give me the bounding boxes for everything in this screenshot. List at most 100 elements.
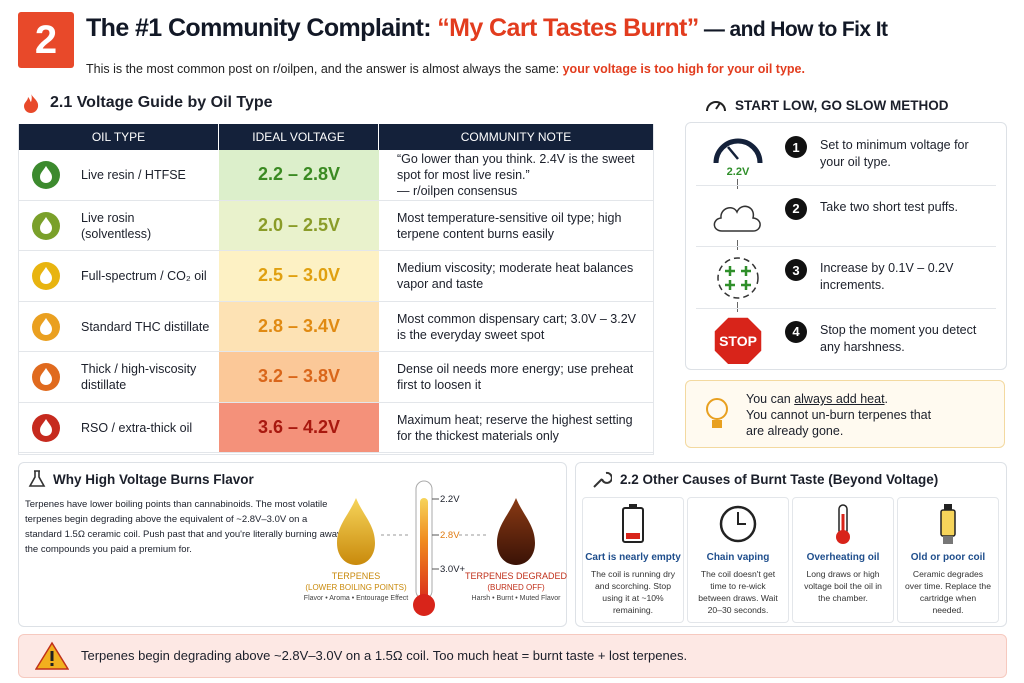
thermometer-bulb xyxy=(413,594,435,616)
oil-icon xyxy=(32,211,60,240)
oil-type: Thick / high-viscosity distillate xyxy=(81,352,217,403)
cause-card: Chain vaping The coil doesn't get time to… xyxy=(687,497,789,623)
oil-type: RSO / extra-thick oil xyxy=(81,403,217,454)
wrench xyxy=(593,471,612,488)
note-text: Most common dispensary cart; 3.0V – 3.2V… xyxy=(397,311,636,342)
cause-body: Long draws or high voltage boil the oil … xyxy=(804,569,882,603)
causes-heading: 2.2 Other Causes of Burnt Taste (Beyond … xyxy=(620,472,939,487)
gauge-arc xyxy=(713,138,763,164)
flame xyxy=(24,94,39,113)
subtitle: This is the most common post on r/oilpen… xyxy=(86,62,805,76)
icon-drop xyxy=(40,216,52,234)
clock xyxy=(719,505,757,543)
clock-hands xyxy=(737,512,746,525)
plus xyxy=(741,280,751,290)
step-text: Set to minimum voltage for your oil type… xyxy=(820,138,969,169)
flow-arrow xyxy=(737,178,738,189)
cause-body: The coil is running dry and scorching. S… xyxy=(590,569,676,615)
community-note: “Go lower than you think. 2.4V is the sw… xyxy=(397,150,637,201)
why-panel: Why High Voltage Burns Flavor Terpenes h… xyxy=(18,462,567,627)
ideal-voltage: 2.0 – 2.5V xyxy=(219,200,379,250)
tip-text: . xyxy=(884,392,889,406)
note-text: “Go lower than you think. 2.4V is the sw… xyxy=(397,152,635,199)
label: (BURNED OFF) xyxy=(487,583,545,592)
oil-icon xyxy=(32,312,60,341)
row-divider xyxy=(19,401,653,403)
footer-bar: Terpenes begin degrading above ~2.8V–3.0… xyxy=(18,634,1007,678)
cause-card: Cart is nearly empty The coil is running … xyxy=(582,497,684,623)
bulb-base xyxy=(712,420,722,428)
icon-drop xyxy=(40,368,52,386)
tip-box: You can always add heat. You cannot un-bu… xyxy=(685,380,1005,448)
icon-drop xyxy=(40,418,52,436)
step-text: Stop the moment you detect any harshness… xyxy=(820,322,977,354)
step-number: 3 xyxy=(785,259,807,281)
community-note: Medium viscosity; moderate heat balances… xyxy=(397,251,637,302)
method-panel: 2.2V 1 Set to minimum voltage for your oil… xyxy=(685,122,1007,370)
community-note: Most common dispensary cart; 3.0V – 3.2V… xyxy=(397,302,637,353)
plus xyxy=(725,280,735,290)
ideal-voltage: 2.8 – 3.4V xyxy=(219,301,379,351)
row-divider xyxy=(19,300,653,302)
step-divider xyxy=(696,307,996,309)
step-icon xyxy=(713,205,761,232)
ideal-voltage: 3.2 – 3.8V xyxy=(219,352,379,402)
gauge-label: 2.2V xyxy=(727,166,750,178)
cartridge xyxy=(940,509,956,537)
oil-icon xyxy=(32,262,60,291)
voltage-table: OIL TYPE IDEAL VOLTAGE COMMUNITY NOTE Live … xyxy=(18,124,654,455)
cause-title: Old or poor coil xyxy=(910,552,986,563)
step-icon: 2.2V xyxy=(713,138,763,178)
gauge-icon xyxy=(706,101,726,112)
increase-ring xyxy=(717,257,759,299)
oil-icon xyxy=(32,363,60,392)
method-heading: START LOW, GO SLOW METHOD xyxy=(735,98,949,113)
row-divider xyxy=(19,452,653,453)
causes-panel: 2.2 Other Causes of Burnt Taste (Beyond … xyxy=(575,462,1007,627)
cause-card: Old or poor coil Ceramic degrades over ti… xyxy=(897,497,999,623)
cartridge-tip xyxy=(944,504,952,510)
thermo-label: 3.0V+ xyxy=(440,564,466,575)
section-number: 2 xyxy=(18,12,74,68)
label: Flavor • Aroma • Entourage Effect xyxy=(303,595,409,602)
label: TERPENES xyxy=(331,571,381,581)
cloud xyxy=(713,205,761,232)
cause-icon xyxy=(622,504,644,543)
bang xyxy=(50,651,54,661)
community-note: Most temperature-sensitive oil type; hig… xyxy=(397,201,637,252)
label: TERPENES DEGRADED xyxy=(464,571,568,581)
flask xyxy=(28,470,46,487)
cause-body: The coil doesn't get time to re-wick bet… xyxy=(698,569,778,615)
why-body: Terpenes have lower boiling points than … xyxy=(25,499,342,555)
column-header: OIL TYPE xyxy=(19,124,218,150)
column-header: COMMUNITY NOTE xyxy=(379,124,653,150)
icon-drop xyxy=(40,317,52,335)
cause-icon xyxy=(836,504,850,544)
column-header: IDEAL VOLTAGE xyxy=(219,124,378,150)
battery-cap xyxy=(629,504,637,508)
flavor-diagram xyxy=(337,480,535,616)
battery-level xyxy=(626,533,640,539)
cause-title: Chain vaping xyxy=(706,552,770,563)
tip-text: You can always add heat. You cannot un-bu… xyxy=(746,391,946,439)
row-divider xyxy=(19,199,653,201)
section-heading: 2.1 Voltage Guide by Oil Type xyxy=(50,94,273,111)
plus xyxy=(741,266,751,276)
cause-card: Overheating oil Long draws or high voltag… xyxy=(792,497,894,623)
cartridge-base xyxy=(943,536,953,544)
step-divider xyxy=(696,184,996,186)
ideal-voltage: 2.5 – 3.0V xyxy=(219,251,379,301)
oil-type-text: Thick / high-viscosity distillate xyxy=(81,362,197,393)
cause-body: Ceramic degrades over time. Replace the … xyxy=(905,569,991,615)
cause-title: Overheating oil xyxy=(806,552,880,563)
oil-type: Standard THC distillate xyxy=(81,302,217,353)
icon-drop xyxy=(40,267,52,285)
degraded-labels: TERPENES DEGRADED (BURNED OFF) Harsh • B… xyxy=(456,571,576,604)
stop-sign xyxy=(713,315,763,364)
cause-icon xyxy=(940,504,956,544)
label: Harsh • Burnt • Muted Flavor xyxy=(471,595,561,602)
flame-icon xyxy=(24,94,39,113)
footer-text: Terpenes begin degrading above ~2.8V–3.0… xyxy=(81,648,688,663)
step-icon: STOP xyxy=(713,315,763,364)
